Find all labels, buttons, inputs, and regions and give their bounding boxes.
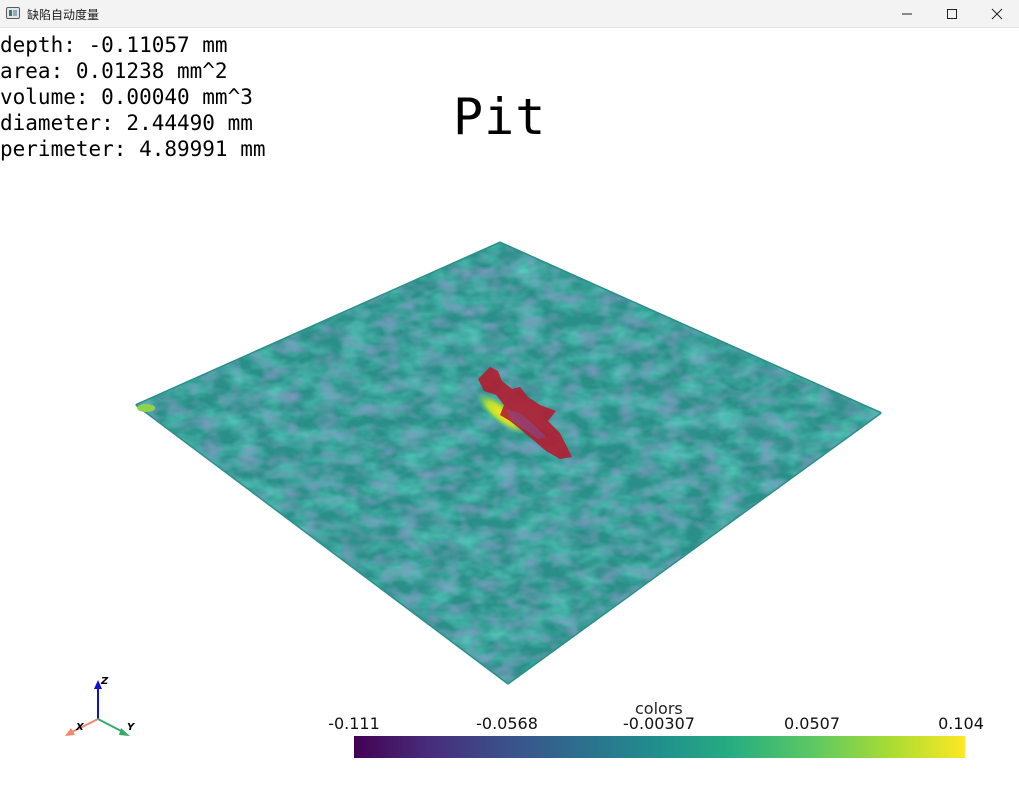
3d-viewport[interactable]: depth: -0.11057 mm area: 0.01238 mm^2 vo… [0, 29, 1019, 796]
axis-y-label: Y [127, 722, 136, 733]
defect-type-title: Pit [453, 88, 547, 146]
surface-scene[interactable] [0, 29, 1019, 796]
colorbar-gradient [354, 736, 965, 758]
title-bar: 缺陷自动度量 [0, 0, 1019, 28]
minimize-icon [902, 13, 912, 15]
colorbar-label-min: -0.111 [328, 714, 380, 733]
colorbar-label-max: 0.104 [938, 714, 984, 733]
app-icon [6, 7, 20, 19]
axis-x-label: X [75, 722, 85, 733]
window-title: 缺陷自动度量 [27, 8, 100, 22]
surface-texture-dark [137, 243, 880, 683]
measurement-volume: volume: 0.00040 mm^3 [0, 85, 253, 109]
measurement-diameter: diameter: 2.44490 mm [0, 111, 253, 135]
edge-highlight [137, 404, 155, 412]
colorbar-title: colors [635, 699, 683, 718]
minimize-button[interactable] [884, 0, 930, 28]
close-button[interactable] [974, 0, 1019, 28]
close-icon [991, 8, 1003, 20]
pit-defect-shade [506, 409, 546, 439]
measurement-area: area: 0.01238 mm^2 [0, 59, 228, 83]
pit-defect [478, 367, 572, 459]
colorbar-label-mid: -0.00307 [623, 714, 695, 733]
colorbar-label-4: 0.0507 [784, 714, 840, 733]
maximize-icon [947, 9, 957, 19]
axes-orientation-widget: Z X Y [65, 676, 136, 736]
measurement-depth: depth: -0.11057 mm [0, 33, 228, 57]
axis-z-label: Z [100, 676, 109, 687]
colorbar-label-2: -0.0568 [476, 714, 538, 733]
maximize-button[interactable] [929, 0, 975, 28]
measurement-perimeter: perimeter: 4.89991 mm [0, 137, 266, 161]
